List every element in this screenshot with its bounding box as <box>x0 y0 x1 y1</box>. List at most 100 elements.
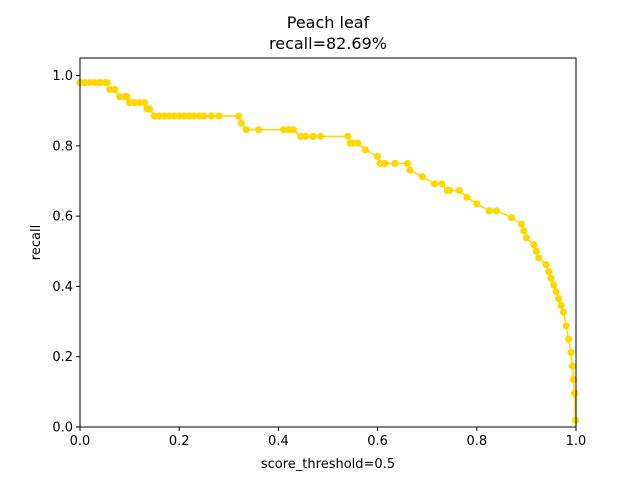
data-point <box>185 112 193 120</box>
data-point <box>569 375 578 384</box>
data-point <box>547 274 555 282</box>
data-point <box>517 220 526 228</box>
data-point <box>279 126 287 134</box>
y-tick-label: 0.0 <box>52 421 73 436</box>
y-axis: 0.0 0.2 0.4 0.6 0.8 1.0 <box>52 69 80 436</box>
data-point <box>473 200 481 208</box>
x-axis-label: score_threshold=0.5 <box>261 457 395 472</box>
data-point <box>86 79 94 87</box>
plot-frame <box>79 57 577 428</box>
data-point <box>418 173 426 181</box>
data-point <box>463 193 471 201</box>
data-point <box>200 112 208 120</box>
y-tick-label: 0.8 <box>52 139 73 154</box>
data-point <box>349 139 357 147</box>
data-point <box>309 132 317 140</box>
data-point <box>376 159 384 168</box>
data-point <box>560 308 568 316</box>
data-point <box>522 234 531 242</box>
data-point <box>297 132 305 140</box>
data-point <box>381 159 389 168</box>
data-point <box>507 213 516 222</box>
data-point <box>237 119 245 127</box>
data-point <box>570 389 579 397</box>
data-point <box>116 93 124 101</box>
data-point <box>532 247 540 255</box>
data-point <box>406 166 414 174</box>
data-point <box>455 186 464 195</box>
data-point <box>123 93 131 101</box>
data-point <box>545 268 553 276</box>
data-point <box>155 112 163 120</box>
x-tick-label: 0.8 <box>466 434 487 449</box>
data-point <box>207 112 216 120</box>
data-point <box>391 159 399 168</box>
data-point <box>150 112 158 120</box>
data-point <box>354 139 362 147</box>
data-point <box>81 79 89 87</box>
data-point <box>552 288 560 296</box>
data-point <box>562 322 570 330</box>
data-point <box>550 281 558 289</box>
data-point <box>170 112 178 120</box>
data-point <box>374 152 382 160</box>
data-point <box>284 126 292 134</box>
data-point <box>190 112 198 120</box>
data-point <box>91 79 99 87</box>
data-point <box>542 261 550 269</box>
data-point <box>567 348 575 357</box>
data-point <box>126 99 134 107</box>
data-point <box>344 132 352 140</box>
data-point <box>215 112 223 120</box>
x-tick-label: 0.4 <box>268 434 289 449</box>
data-point <box>445 186 454 195</box>
data-point <box>180 112 188 120</box>
data-point <box>289 126 297 134</box>
series-line <box>80 81 577 421</box>
data-point <box>557 301 565 310</box>
data-point <box>361 146 369 154</box>
data-point <box>438 180 446 188</box>
x-tick-label: 0.6 <box>367 434 388 449</box>
data-point <box>302 132 310 140</box>
y-tick-label: 0.2 <box>52 350 73 365</box>
x-tick-label: 1.0 <box>566 434 587 449</box>
y-axis-label: recall <box>29 225 44 260</box>
data-point <box>535 254 543 262</box>
data-point <box>555 295 563 303</box>
data-point <box>530 241 538 249</box>
data-point <box>493 207 501 215</box>
data-point <box>103 79 111 87</box>
x-tick-label: 0.2 <box>169 434 190 449</box>
chart-subtitle: recall=82.69% <box>269 34 387 53</box>
data-point <box>568 362 577 370</box>
data-point <box>485 207 493 215</box>
x-tick-label: 0.0 <box>70 434 91 449</box>
chart-title: Peach leaf <box>287 13 370 32</box>
data-point <box>254 126 263 134</box>
data-point <box>403 159 411 168</box>
data-point <box>316 132 325 140</box>
data-point <box>135 99 144 107</box>
data-point <box>564 335 573 343</box>
data-point <box>175 112 183 120</box>
data-point <box>165 112 173 120</box>
data-point <box>130 99 139 107</box>
y-tick-label: 0.4 <box>52 280 73 295</box>
data-point <box>96 79 104 87</box>
data-point <box>235 112 243 120</box>
y-tick-label: 1.0 <box>52 69 73 84</box>
plot-area <box>76 79 580 424</box>
data-point <box>140 99 149 107</box>
data-point <box>195 112 203 120</box>
data-point <box>106 86 114 94</box>
x-axis: 0.0 0.2 0.4 0.6 0.8 1.0 <box>70 427 587 449</box>
data-point <box>520 227 528 235</box>
data-point <box>111 86 119 94</box>
data-point <box>160 112 168 120</box>
data-point <box>431 180 439 188</box>
data-point <box>242 126 250 134</box>
y-tick-label: 0.6 <box>52 210 73 225</box>
